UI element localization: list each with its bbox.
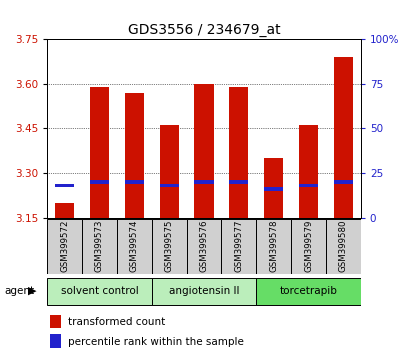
Bar (263, 158, 283, 218)
Bar (124, 93, 144, 218)
Bar (47, 219, 82, 274)
Text: GSM399577: GSM399577 (234, 219, 243, 272)
Bar (159, 184, 178, 187)
Bar (151, 219, 186, 274)
Title: GDS3556 / 234679_at: GDS3556 / 234679_at (127, 23, 280, 36)
Text: GSM399576: GSM399576 (199, 219, 208, 272)
Text: agent: agent (4, 286, 34, 296)
Bar (333, 180, 352, 184)
Bar (298, 184, 317, 187)
Text: angiotensin II: angiotensin II (169, 286, 238, 296)
Bar (263, 188, 283, 191)
Bar (90, 180, 109, 184)
Bar (256, 219, 290, 274)
Text: GSM399579: GSM399579 (303, 219, 312, 272)
Bar (325, 219, 360, 274)
Bar (298, 125, 317, 218)
Bar (124, 180, 144, 184)
Bar (221, 219, 256, 274)
Bar (229, 180, 248, 184)
Bar (186, 219, 221, 274)
Bar (290, 219, 325, 274)
Bar (256, 278, 360, 305)
Bar (90, 87, 109, 218)
Bar (50, 315, 61, 328)
Text: percentile rank within the sample: percentile rank within the sample (67, 337, 243, 347)
Bar (47, 278, 151, 305)
Bar (55, 203, 74, 218)
Text: GSM399572: GSM399572 (60, 219, 69, 272)
Bar (159, 125, 178, 218)
Text: GSM399574: GSM399574 (130, 219, 138, 272)
Text: transformed count: transformed count (67, 318, 164, 327)
Text: GSM399580: GSM399580 (338, 219, 347, 272)
Bar (50, 334, 61, 348)
Text: ▶: ▶ (28, 286, 36, 296)
Text: solvent control: solvent control (61, 286, 138, 296)
Text: GSM399575: GSM399575 (164, 219, 173, 272)
Text: torcetrapib: torcetrapib (279, 286, 337, 296)
Text: GSM399578: GSM399578 (269, 219, 277, 272)
Bar (82, 219, 117, 274)
Bar (151, 278, 256, 305)
Bar (194, 84, 213, 218)
Bar (117, 219, 151, 274)
Bar (194, 180, 213, 184)
Bar (55, 184, 74, 187)
Bar (333, 57, 352, 218)
Text: GSM399573: GSM399573 (95, 219, 103, 272)
Bar (229, 87, 248, 218)
